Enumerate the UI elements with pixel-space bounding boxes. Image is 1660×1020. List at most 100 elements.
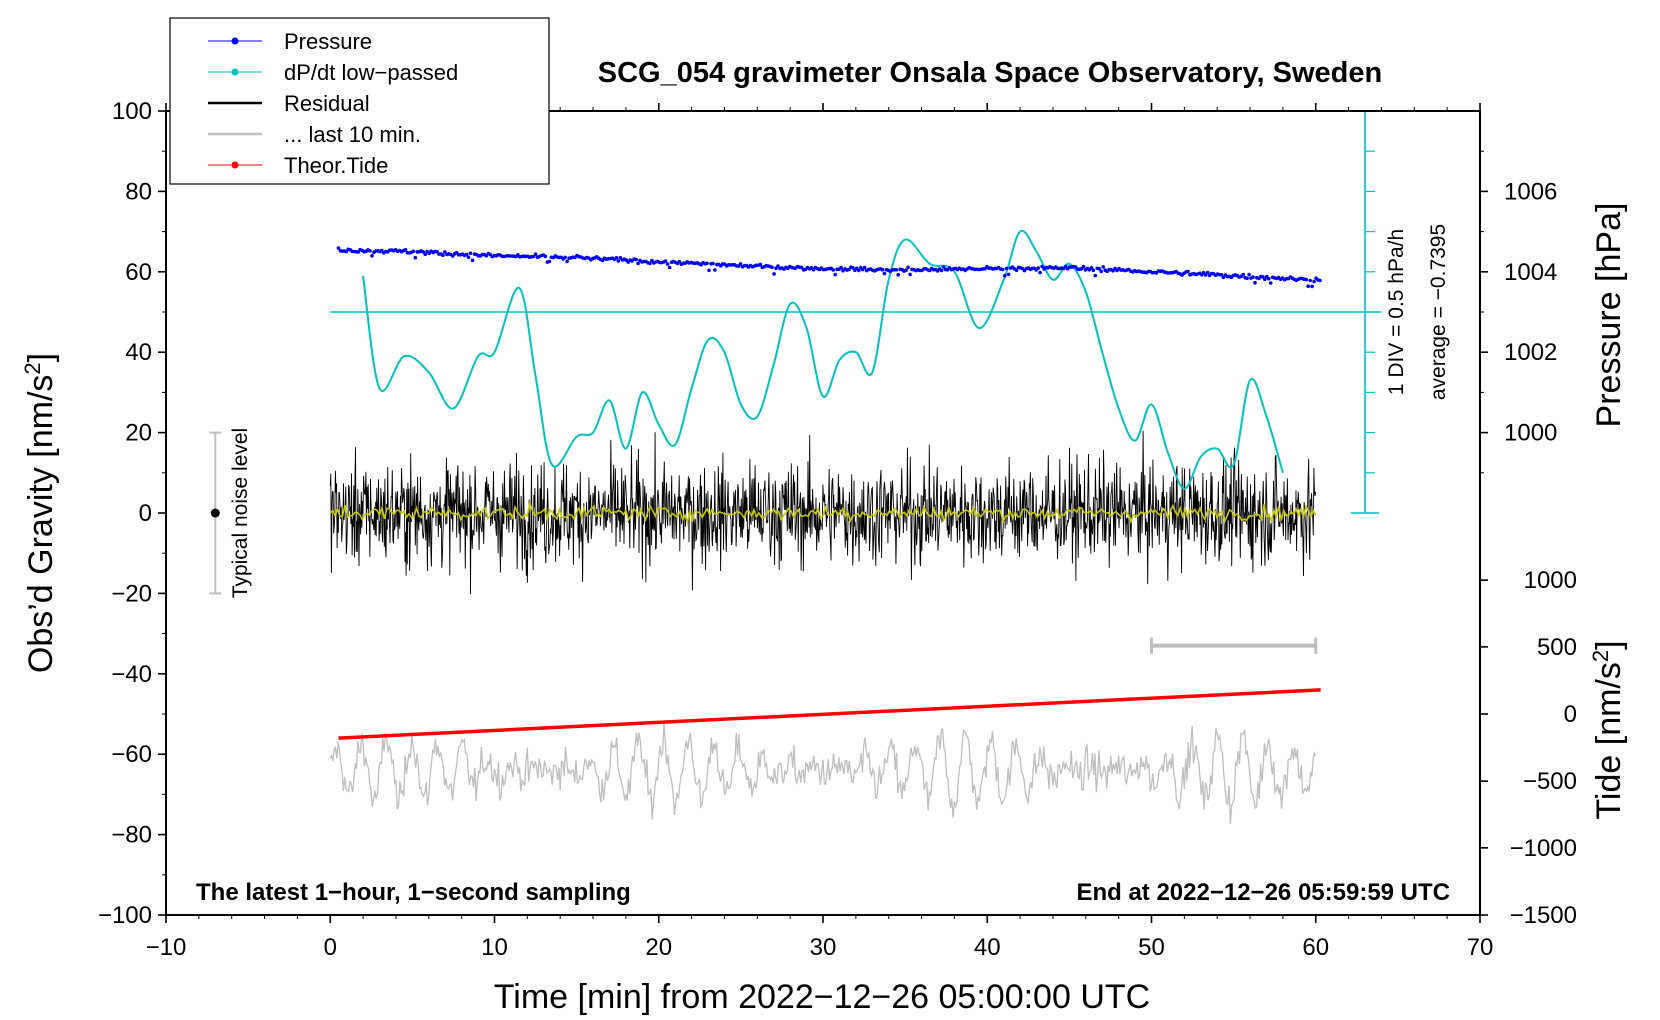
- pressure-point: [831, 268, 835, 272]
- pressure-point: [1310, 284, 1314, 289]
- pressure-point: [1093, 273, 1098, 278]
- pressure-point: [799, 265, 804, 270]
- tide-tick-label: 1000: [1524, 567, 1577, 594]
- tide-tick-label: 500: [1537, 634, 1577, 661]
- pressure-point: [851, 265, 855, 270]
- pressure-point: [1308, 278, 1312, 283]
- x-tick-label: 20: [645, 934, 672, 961]
- pressure-point: [380, 248, 384, 253]
- pressure-point: [839, 265, 843, 270]
- pressure-point: [906, 265, 910, 270]
- legend-label: Residual: [284, 91, 370, 116]
- pressure-point: [1304, 277, 1308, 282]
- y-label-tide-sup: 2: [1588, 650, 1613, 662]
- last-10-min-trace: [329, 722, 1317, 824]
- pressure-point: [908, 272, 912, 277]
- pressure-point: [1038, 270, 1042, 275]
- pressure-point: [403, 248, 408, 252]
- pressure-point: [368, 249, 372, 253]
- pressure-point: [1219, 273, 1224, 277]
- residual-trace: [329, 430, 1317, 595]
- x-tick-label: 60: [1302, 934, 1329, 961]
- pressure-point: [466, 255, 471, 260]
- y-label-left-sup: 2: [20, 362, 45, 374]
- pressure-point: [468, 251, 473, 255]
- pressure-point: [896, 273, 900, 277]
- pressure-point: [370, 254, 374, 258]
- pressure-point: [1006, 272, 1011, 277]
- pressure-point: [563, 255, 567, 260]
- pressure-tick-label: 1002: [1504, 339, 1557, 366]
- pressure-point: [713, 268, 717, 272]
- pressure-point: [772, 272, 776, 276]
- pressure-point: [421, 250, 426, 254]
- pressure-point: [470, 258, 475, 263]
- legend-items: Pressure dP/dt low−passed Residual ... last…: [208, 29, 458, 178]
- pressure-point: [833, 272, 837, 277]
- pressure-point: [1312, 279, 1316, 284]
- legend-swatch-dot: [231, 68, 239, 76]
- pressure-point: [423, 252, 428, 257]
- y-label-tide-end: ]: [1590, 640, 1628, 649]
- y-tick-label: 20: [125, 420, 152, 447]
- pressure-point: [565, 259, 569, 264]
- y-tick-label: 100: [112, 98, 152, 125]
- y-tick-label: −20: [111, 580, 152, 607]
- pressure-point: [663, 259, 668, 263]
- pressure-point: [1014, 268, 1019, 273]
- pressure-point: [411, 249, 416, 254]
- x-tick-label: 30: [810, 934, 837, 961]
- noise-level-label: Typical noise level: [229, 428, 252, 598]
- pressure-series: [336, 246, 1322, 289]
- chart-title: SCG_054 gravimeter Onsala Space Observat…: [598, 57, 1382, 89]
- pressure-point: [941, 265, 946, 269]
- y-tick-label: 60: [125, 259, 152, 286]
- pressure-point: [677, 259, 682, 264]
- y-label-tide-main: Tide [nm/s: [1590, 662, 1628, 819]
- noise-level-center-dot: [210, 508, 220, 518]
- y-label-left-main: Obs’d Gravity [nm/s: [22, 375, 60, 674]
- pressure-point: [636, 261, 640, 266]
- pressure-point: [1089, 266, 1094, 270]
- pressure-point: [1267, 276, 1271, 281]
- pressure-point: [1000, 267, 1005, 272]
- y-tick-label: −40: [111, 661, 152, 688]
- pressure-point: [894, 268, 899, 272]
- legend-label: ... last 10 min.: [284, 122, 421, 147]
- residual-lowpass-trace: [329, 500, 1317, 526]
- pressure-point: [665, 262, 670, 266]
- pressure-point: [533, 252, 538, 256]
- legend-swatch-dot: [231, 161, 239, 169]
- pressure-point: [904, 268, 908, 273]
- pressure-point: [1221, 275, 1226, 280]
- x-tick-label: 0: [324, 934, 337, 961]
- pressure-point: [1318, 278, 1322, 283]
- tide-tick-label: 0: [1564, 701, 1577, 728]
- pressure-point: [857, 268, 861, 273]
- pressure-point: [1268, 281, 1273, 285]
- pressure-point: [1036, 266, 1040, 270]
- pressure-tick-label: 1004: [1504, 259, 1557, 286]
- pressure-point: [543, 254, 548, 259]
- pressure-point: [547, 259, 552, 264]
- pressure-point: [1101, 265, 1105, 269]
- pressure-tick-label: 1000: [1504, 420, 1557, 447]
- legend-box: [169, 17, 550, 185]
- legend: Pressure dP/dt low−passed Residual ... last…: [169, 17, 550, 185]
- y-axis-label-tide: Tide [nm/s2]: [1588, 640, 1628, 819]
- pressure-point: [1263, 277, 1267, 282]
- pressure-point: [707, 268, 711, 273]
- x-tick-label: −10: [146, 934, 187, 961]
- pressure-point: [413, 255, 418, 260]
- pressure-point: [1091, 268, 1096, 273]
- pressure-point: [1203, 273, 1208, 277]
- pressure-point: [1245, 276, 1249, 281]
- dpdt-div-label: 1 DIV = 0.5 hPa/h: [1385, 229, 1408, 395]
- y-tick-label: −60: [111, 741, 152, 768]
- x-tick-label: 50: [1138, 934, 1165, 961]
- legend-label: Theor.Tide: [284, 153, 388, 178]
- legend-label: Pressure: [284, 29, 372, 54]
- theoretical-tide-line: [338, 688, 1321, 740]
- dpdt-lowpass-curve: [362, 229, 1284, 490]
